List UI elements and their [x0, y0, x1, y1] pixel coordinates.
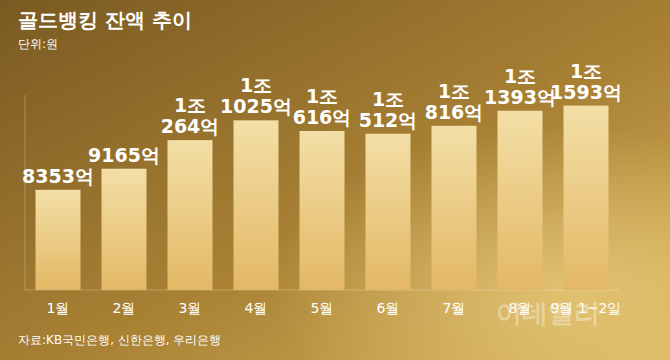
data-label: 1조512억	[359, 88, 418, 131]
x-tick-label: 6월	[377, 300, 400, 316]
data-label: 1조1025억	[220, 74, 292, 117]
x-tick-label: 4월	[245, 300, 268, 316]
bar	[168, 140, 213, 290]
data-label: 9165억	[88, 144, 160, 166]
bar	[36, 190, 81, 290]
subtitle: 단위:원	[18, 37, 58, 51]
bar	[498, 111, 543, 290]
data-label: 1조264억	[161, 94, 220, 137]
data-label: 1조1393억	[484, 65, 556, 108]
bar	[366, 134, 411, 290]
title: 골드뱅킹 잔액 추이	[18, 8, 192, 32]
bars	[36, 106, 609, 290]
bar	[300, 131, 345, 290]
data-label: 1조816억	[425, 80, 484, 123]
x-tick-label: 1월	[47, 300, 70, 316]
background	[0, 0, 670, 360]
x-tick-label: 8월	[509, 300, 532, 316]
bar	[234, 120, 279, 290]
bar	[564, 106, 609, 290]
data-label: 1조1593억	[550, 60, 622, 103]
x-tick-label: 5월	[311, 300, 334, 316]
source: 자료:KB국민은행, 신한은행, 우리은행	[18, 333, 221, 347]
y-axis-line	[25, 95, 26, 290]
x-tick-label: 7월	[443, 300, 466, 316]
chart: 골드뱅킹 잔액 추이단위:원이데일리8353억1월9165억2월1조264억3월…	[0, 0, 670, 360]
data-label: 1조616억	[293, 85, 352, 128]
background-glow	[0, 0, 670, 360]
x-tick-label: 3월	[179, 300, 202, 316]
x-tick-label: 2월	[113, 300, 136, 316]
bar	[432, 126, 477, 290]
data-label: 8353억	[22, 165, 94, 187]
bar	[102, 169, 147, 290]
x-tick-label: 9월 1~2일	[551, 300, 622, 316]
